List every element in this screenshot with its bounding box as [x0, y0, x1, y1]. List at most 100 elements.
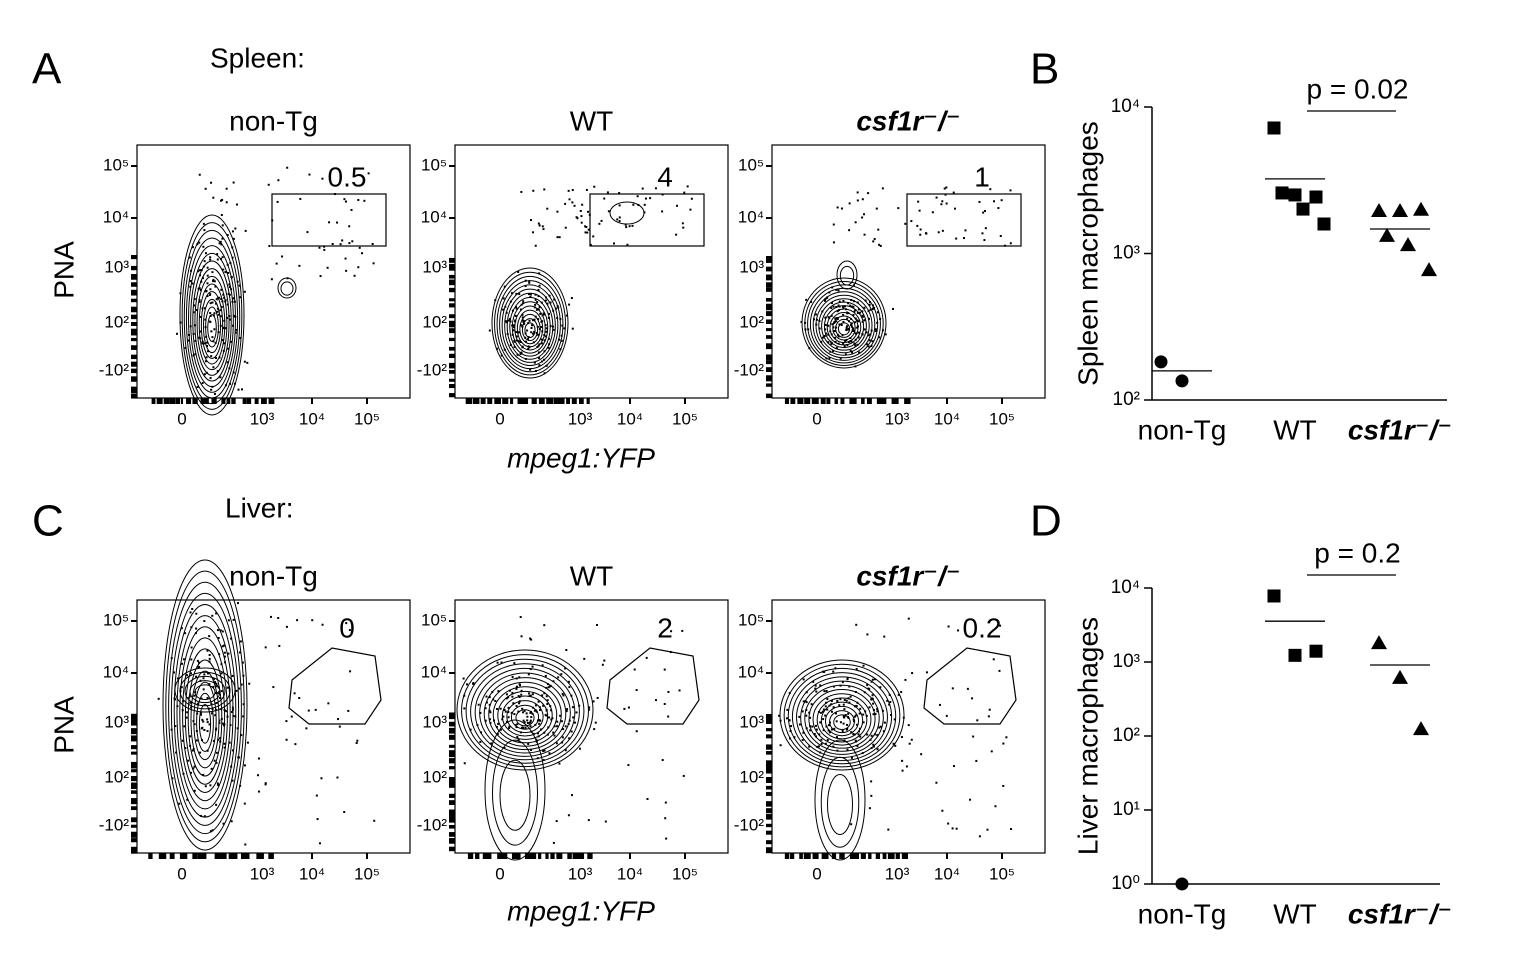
- event-dot: [986, 828, 989, 831]
- event-dot: [489, 711, 492, 714]
- contour: [196, 692, 214, 752]
- event-dot: [240, 683, 243, 686]
- event-dot: [593, 185, 596, 188]
- y-tick-label: 10²: [104, 767, 129, 786]
- event-dot: [834, 336, 837, 339]
- x-tick-label: non-Tg: [1138, 414, 1227, 445]
- minor-tick: [131, 838, 137, 843]
- event-dot: [236, 727, 239, 730]
- event-dot: [522, 719, 525, 722]
- minor-tick: [449, 712, 455, 720]
- event-dot: [338, 725, 341, 728]
- contour: [826, 308, 862, 346]
- minor-tick: [766, 266, 772, 272]
- event-dot: [861, 314, 864, 317]
- minor-tick: [766, 287, 772, 292]
- event-dot: [654, 187, 657, 190]
- event-dot: [215, 761, 218, 764]
- event-dot: [828, 291, 831, 294]
- event-dot: [275, 262, 278, 265]
- event-dot: [503, 708, 506, 711]
- event-dot: [485, 701, 488, 704]
- event-dot: [543, 188, 546, 191]
- event-dot: [527, 338, 530, 341]
- event-dot: [223, 342, 226, 345]
- event-dot: [866, 733, 869, 736]
- event-dot: [544, 335, 547, 338]
- event-dot: [212, 280, 215, 283]
- event-dot: [515, 331, 518, 334]
- event-dot: [825, 689, 828, 692]
- event-dot: [785, 717, 788, 720]
- event-dot: [184, 747, 187, 750]
- event-dot: [193, 304, 196, 307]
- event-dot: [222, 822, 225, 825]
- event-dot: [845, 699, 848, 702]
- event-dot: [627, 764, 630, 767]
- event-dot: [532, 732, 535, 735]
- event-dot: [215, 612, 218, 615]
- event-dot: [594, 721, 597, 724]
- minor-tick: [449, 383, 455, 389]
- panel-letter: C: [32, 497, 64, 546]
- data-point: [1267, 589, 1281, 603]
- contour: [510, 704, 540, 730]
- event-dot: [526, 329, 529, 332]
- y-tick-label: 10²: [104, 312, 129, 331]
- event-dot: [824, 742, 827, 745]
- minor-tick: [803, 853, 811, 859]
- event-dot: [208, 635, 211, 638]
- event-dot: [869, 308, 872, 311]
- event-dot: [887, 828, 890, 831]
- event-dot: [945, 714, 948, 717]
- minor-tick: [449, 337, 455, 342]
- event-dot: [542, 750, 545, 753]
- minor-tick: [240, 853, 247, 859]
- event-dot: [504, 320, 507, 323]
- event-dot: [319, 275, 322, 278]
- event-dot: [572, 716, 575, 719]
- event-dot: [805, 701, 808, 704]
- event-dot: [217, 692, 220, 695]
- event-dot: [278, 644, 281, 647]
- minor-tick: [486, 853, 492, 859]
- event-dot: [258, 790, 261, 793]
- event-dot: [592, 235, 595, 238]
- event-dot: [345, 269, 348, 272]
- event-dot: [963, 237, 966, 240]
- event-dot: [988, 708, 991, 711]
- event-dot: [568, 737, 571, 740]
- data-point: [1317, 217, 1331, 231]
- event-dot: [276, 200, 279, 203]
- contour: [837, 322, 851, 336]
- x-tick-label: 10³: [250, 409, 275, 428]
- event-dot: [957, 629, 960, 632]
- event-dot: [821, 710, 824, 713]
- event-dot: [876, 311, 879, 314]
- event-dot: [537, 288, 540, 291]
- y-tick-label: -10²: [417, 360, 448, 379]
- event-dot: [215, 302, 218, 305]
- event-dot: [532, 332, 535, 335]
- event-dot: [847, 327, 850, 330]
- data-point: [1371, 203, 1387, 218]
- x-tick-label: 10³: [568, 409, 593, 428]
- event-dot: [568, 686, 571, 689]
- event-dot: [855, 704, 858, 707]
- minor-tick: [894, 398, 899, 404]
- event-dot: [565, 710, 568, 713]
- event-dot: [323, 248, 326, 251]
- gate-percent: 0: [339, 612, 355, 643]
- minor-tick: [449, 303, 455, 308]
- minor-tick: [131, 776, 137, 782]
- event-dot: [540, 728, 543, 731]
- minor-tick: [449, 777, 455, 785]
- event-dot: [579, 209, 582, 212]
- event-dot: [195, 627, 198, 630]
- event-dot: [646, 798, 649, 801]
- event-dot: [315, 794, 318, 797]
- event-dot: [675, 233, 678, 236]
- event-dot: [832, 223, 835, 226]
- minor-tick: [131, 306, 137, 313]
- minor-tick: [545, 853, 549, 859]
